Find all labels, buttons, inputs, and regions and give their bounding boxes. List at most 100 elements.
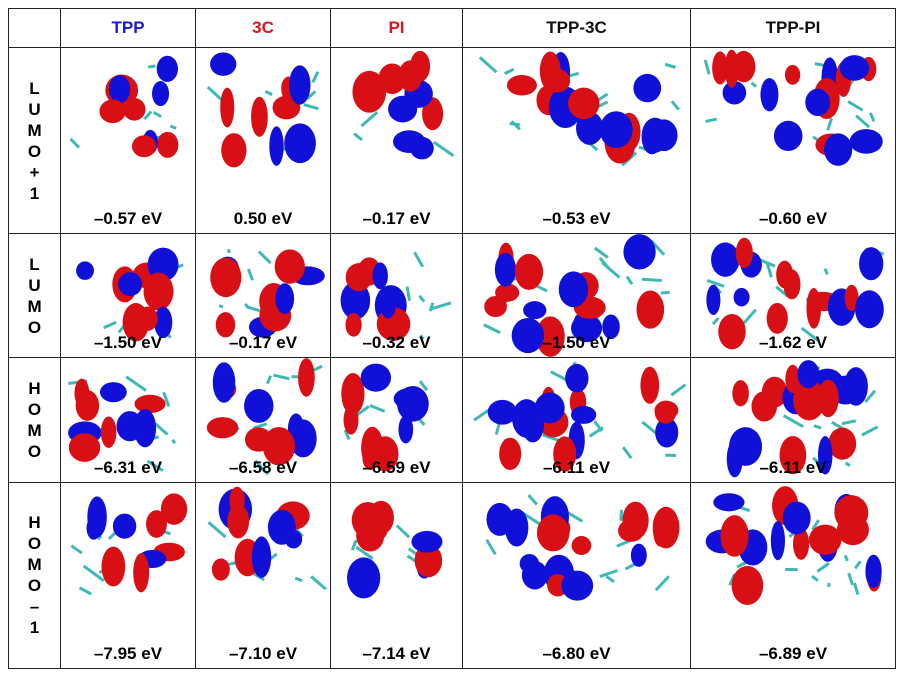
orbital-cell: –6.58 eV — [196, 358, 331, 482]
bond — [148, 66, 155, 67]
bond — [173, 440, 175, 444]
row-label-text: LUMO+1 — [28, 78, 42, 204]
bond — [849, 573, 853, 585]
orbital-lobe — [834, 495, 868, 530]
orbital-lobe — [809, 525, 842, 555]
bond — [812, 576, 818, 581]
orbital-lobe — [210, 258, 241, 298]
bond — [311, 576, 326, 589]
orbital-lobe — [767, 303, 788, 334]
energy-label: –6.89 eV — [691, 644, 895, 664]
orbital-lobe — [622, 502, 648, 540]
orbital-cell: 0.50 eV — [196, 48, 331, 234]
orbital-lobe — [388, 96, 417, 123]
bond — [420, 296, 425, 302]
orbital-lobe — [298, 359, 315, 398]
bond — [602, 263, 619, 278]
orbital-image — [331, 48, 463, 173]
bond — [845, 555, 847, 561]
orbital-lobe — [523, 301, 546, 319]
orbital-row: LUMO–1.50 eV–0.17 eV–0.32 eV–1.50 eV–1.6… — [9, 234, 896, 358]
row-label-text: HOMO–1 — [28, 512, 42, 638]
orbital-cell: –0.57 eV — [61, 48, 196, 234]
orbital-lobe — [346, 263, 372, 291]
bond — [665, 64, 675, 67]
bond — [505, 69, 514, 73]
orbital-lobe — [275, 249, 305, 283]
orbital-lobe — [275, 283, 294, 314]
bond — [370, 406, 385, 412]
bond — [480, 57, 497, 72]
bond — [828, 118, 832, 130]
orbital-lobe — [783, 269, 800, 299]
figure: TPP3CPITPP-3CTPP-PI LUMO+1–0.57 eV0.50 e… — [8, 8, 895, 669]
energy-label: –6.59 eV — [331, 458, 462, 478]
orbital-image — [61, 48, 196, 173]
bond — [595, 248, 608, 257]
bond — [154, 112, 161, 116]
bond — [313, 72, 318, 83]
bond — [352, 540, 356, 550]
orbital-lobe — [220, 88, 234, 128]
bond — [600, 570, 617, 576]
orbital-lobe — [74, 379, 89, 408]
orbital-lobe — [347, 557, 380, 598]
bond — [705, 60, 709, 74]
orbital-lobe — [865, 555, 881, 588]
bond — [536, 286, 547, 291]
orbital-lobe — [507, 75, 537, 95]
bond — [362, 112, 378, 126]
bond — [104, 322, 117, 327]
orbital-cell: –1.62 eV — [691, 234, 896, 358]
orbital-lobe — [99, 100, 125, 124]
orbital-row: LUMO+1–0.57 eV0.50 eV–0.17 eV–0.53 eV–0.… — [9, 48, 896, 234]
orbital-cell: –7.14 eV — [331, 482, 463, 668]
orbital-lobe — [134, 395, 165, 413]
bond — [848, 102, 863, 111]
orbital-lobe — [101, 547, 125, 587]
bond — [627, 277, 632, 285]
column-header: PI — [331, 9, 463, 48]
energy-label: 0.50 eV — [196, 209, 330, 229]
bond — [814, 426, 821, 428]
orbital-lobe — [495, 253, 516, 287]
orbital-row: HOMO–6.31 eV–6.58 eV–6.59 eV–6.11 eV–6.1… — [9, 358, 896, 482]
orbital-lobe — [515, 254, 543, 290]
energy-label: –0.17 eV — [331, 209, 462, 229]
orbital-lobe — [284, 123, 316, 163]
orbital-cell: –6.11 eV — [691, 358, 896, 482]
orbital-lobe — [655, 401, 677, 424]
orbital-cell: –6.89 eV — [691, 482, 896, 668]
orbital-cell: –6.59 eV — [331, 358, 463, 482]
orbital-lobe — [572, 536, 592, 555]
column-header: 3C — [196, 9, 331, 48]
orbital-lobe — [505, 508, 528, 546]
bond — [842, 421, 856, 424]
bond — [397, 526, 409, 538]
orbital-lobe — [805, 89, 830, 116]
bond — [784, 416, 804, 427]
energy-label: –7.95 eV — [61, 644, 195, 664]
bond — [432, 303, 451, 309]
orbital-cell: –0.32 eV — [331, 234, 463, 358]
energy-label: –6.58 eV — [196, 458, 330, 478]
orbital-cell: –6.11 eV — [463, 358, 691, 482]
orbital-lobe — [138, 307, 158, 331]
orbital-lobe — [252, 536, 271, 577]
energy-label: –1.62 eV — [691, 333, 895, 353]
bond — [621, 510, 622, 521]
energy-label: –6.80 eV — [463, 644, 690, 664]
orbital-lobe — [161, 493, 187, 524]
column-header: TPP — [61, 9, 196, 48]
orbital-lobe — [210, 52, 236, 76]
bond — [706, 119, 717, 121]
bond — [870, 113, 874, 121]
energy-label: –0.32 eV — [331, 333, 462, 353]
bond — [743, 310, 756, 324]
column-header: TPP-PI — [691, 9, 896, 48]
bond — [661, 292, 670, 293]
orbital-lobe — [824, 133, 852, 165]
orbital-lobe — [76, 261, 94, 280]
orbital-lobe — [123, 98, 145, 121]
orbital-cell: –7.95 eV — [61, 482, 196, 668]
